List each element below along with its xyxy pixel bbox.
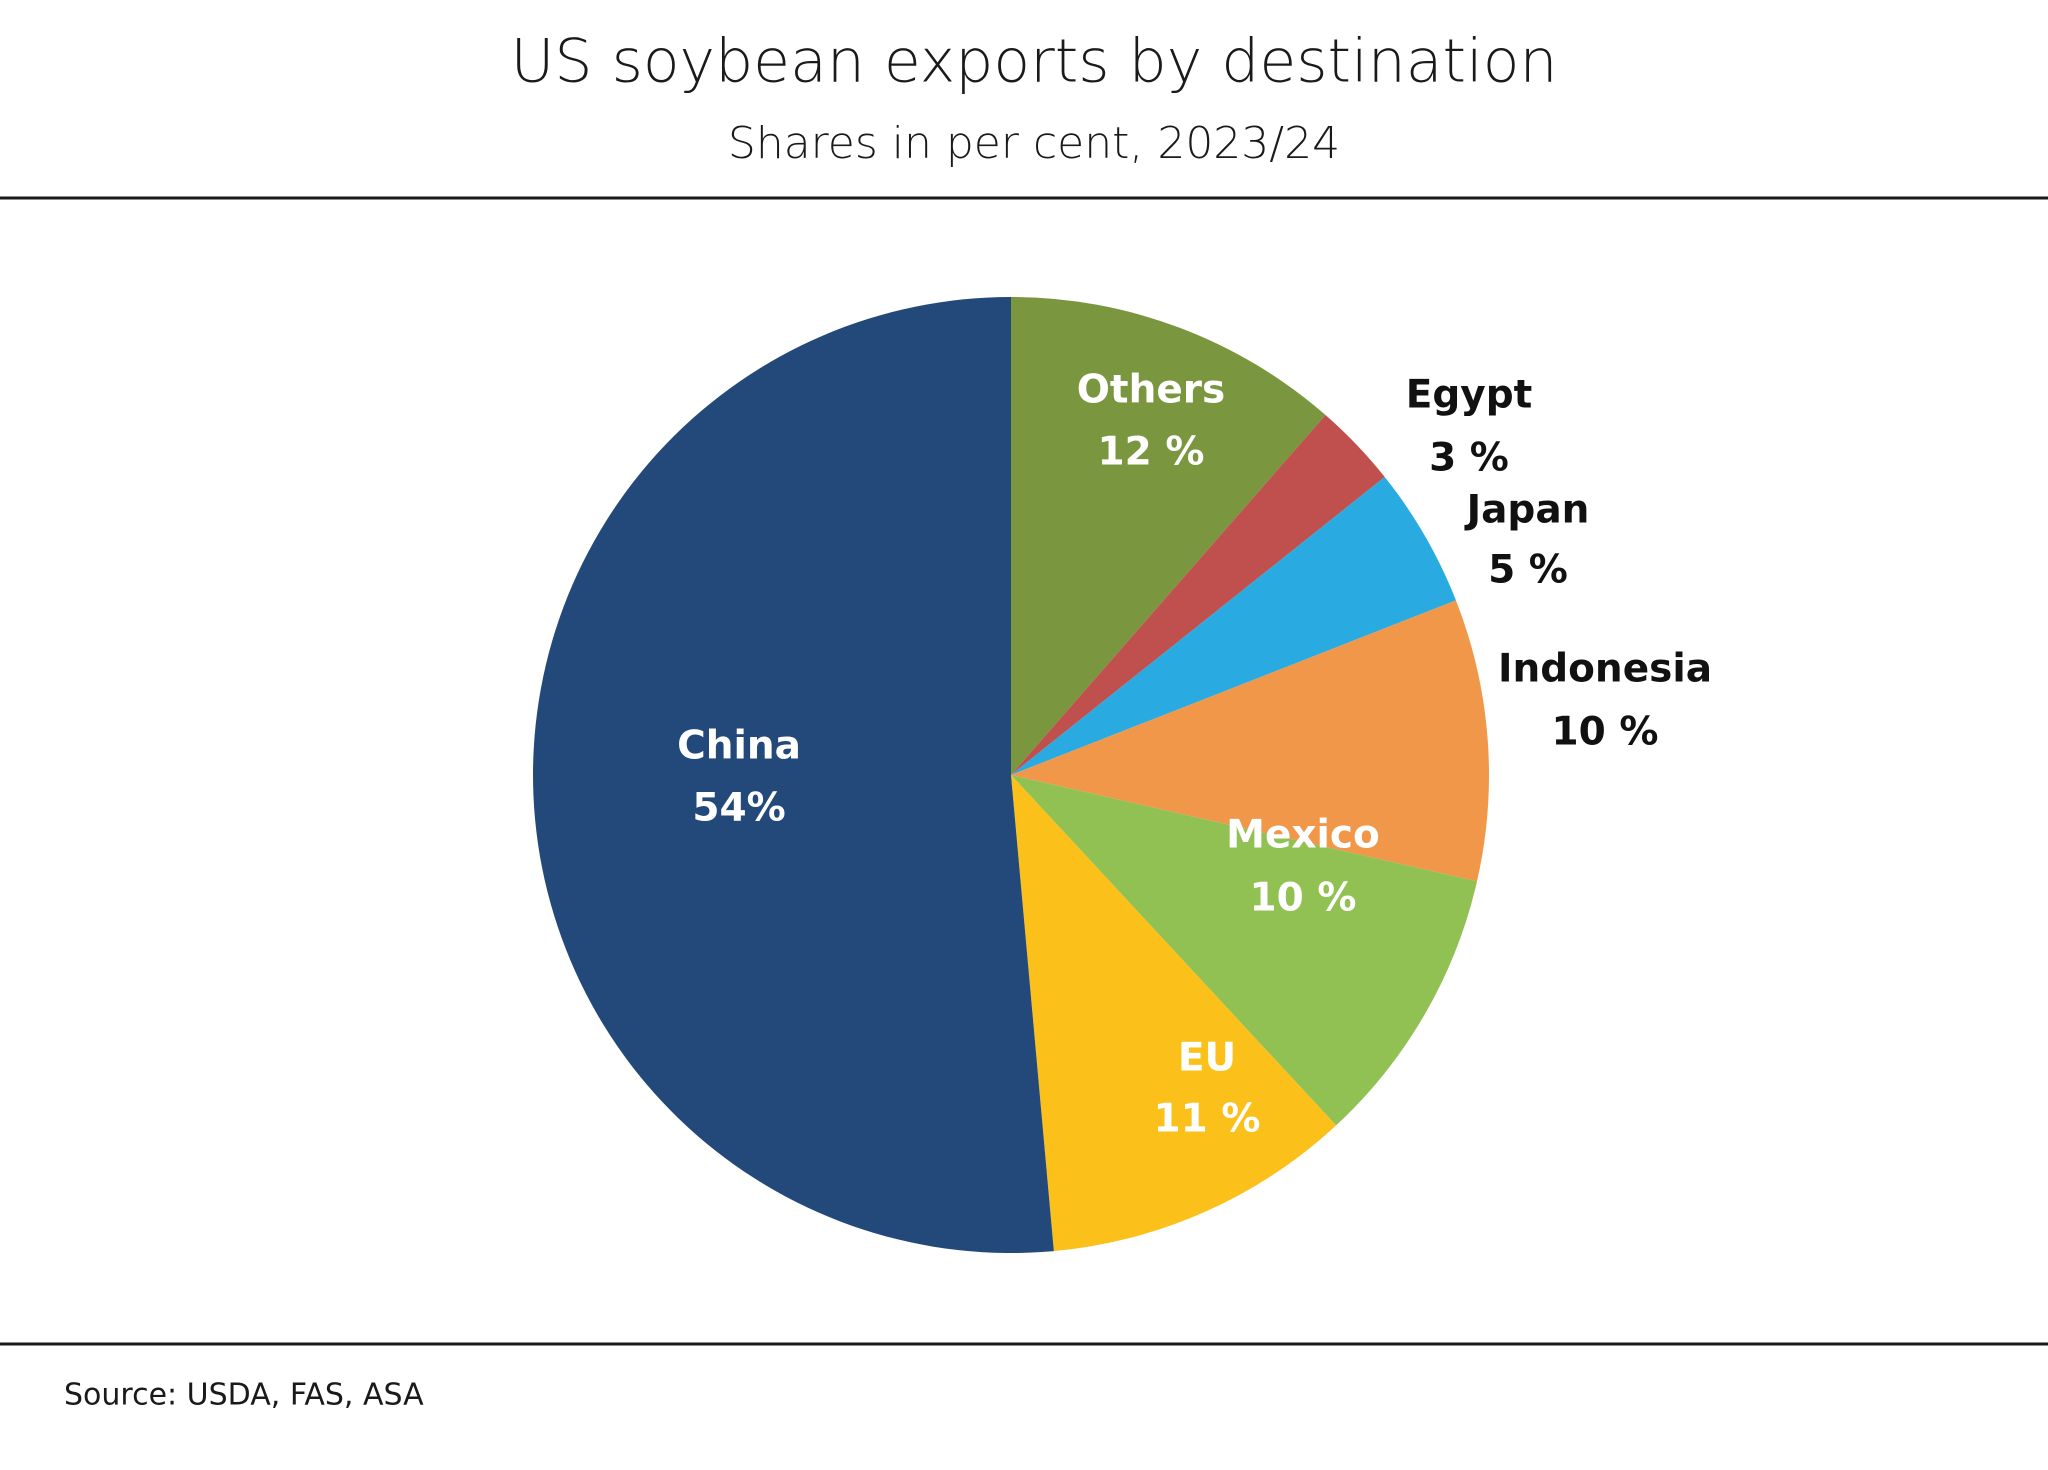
value-label: 10 %: [1552, 710, 1659, 755]
chart-title: US soybean exports by destination: [511, 27, 1558, 97]
pie-slice: [1011, 297, 1326, 775]
slice-label: Japan: [1464, 488, 1590, 533]
labels: Others 12 % Egypt 3 % Japan 5 % Indonesia 10 % M…: [677, 368, 1712, 1142]
slice-label: Mexico: [1226, 813, 1380, 858]
value-label: 54%: [692, 786, 785, 831]
pie-slice: [1011, 600, 1489, 882]
value-label: 10 %: [1250, 876, 1357, 921]
slice-label: EU: [1178, 1036, 1236, 1081]
pie-slice: [1011, 476, 1456, 775]
value-label: 11 %: [1154, 1097, 1261, 1142]
pie-slice: [1011, 775, 1337, 1252]
slice-label: Others: [1077, 368, 1225, 413]
pie-slice: [1011, 415, 1385, 775]
source-note: Source: USDA, FAS, ASA: [64, 1378, 424, 1413]
slice-label: China: [677, 724, 801, 769]
chart-subtitle: Shares in per cent, 2023/24: [728, 118, 1340, 169]
value-label: 3 %: [1429, 436, 1509, 481]
pie-slice: [1011, 775, 1478, 1126]
slice-label: Egypt: [1406, 373, 1533, 418]
pie: [532, 297, 1489, 1253]
slice-label: Indonesia: [1498, 647, 1712, 692]
value-label: 5 %: [1488, 548, 1568, 593]
pie-slice: [532, 297, 1054, 1253]
value-label: 12 %: [1098, 430, 1205, 475]
